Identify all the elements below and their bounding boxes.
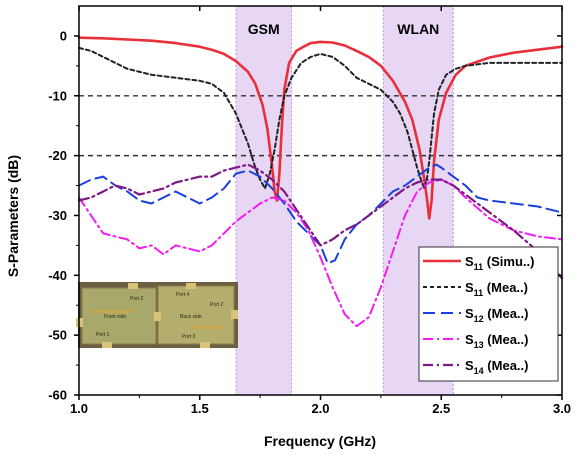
photo-connector xyxy=(200,342,210,348)
data-series xyxy=(77,36,564,328)
x-tick-label: 2.5 xyxy=(432,401,450,416)
y-tick-label: -40 xyxy=(48,268,67,283)
legend-label: S11 (Mea..) xyxy=(465,280,528,298)
y-tick-label: -60 xyxy=(48,388,67,403)
y-tick-label: -50 xyxy=(48,328,67,343)
legend-label: S14 (Mea..) xyxy=(465,358,528,376)
y-axis-title: S-Parameters (dB) xyxy=(5,155,21,277)
series-line xyxy=(78,178,563,328)
photo-label: Port 4 xyxy=(176,292,190,298)
legend: S11 (Simu..) S11 (Mea..) S12 (Mea..) S13 (M… xyxy=(418,246,559,382)
photo-board-back xyxy=(157,285,235,345)
device-photo-inset: Front side Port 1 Port 2 Back side Port … xyxy=(76,282,238,348)
x-tick-label: 3.0 xyxy=(553,401,571,416)
series-line xyxy=(78,46,563,190)
axes: 1.0 1.5 2.0 2.5 3.0 0 -10 -20 -30 -40 -50 -60 xyxy=(48,5,571,416)
photo-label: Port 1 xyxy=(96,332,110,338)
x-tick-label: 1.5 xyxy=(191,401,209,416)
reference-lines xyxy=(79,95,562,157)
legend-label: S13 (Mea..) xyxy=(465,332,528,350)
series-line xyxy=(78,163,563,265)
photo-label: Port 2 xyxy=(210,302,224,308)
series-line xyxy=(77,36,564,220)
photo-connector xyxy=(128,283,138,289)
photo-connector xyxy=(231,310,238,319)
legend-label: S11 (Simu..) xyxy=(465,254,534,272)
photo-trace xyxy=(92,310,132,313)
photo-label: Port 3 xyxy=(182,334,196,340)
band-label: WLAN xyxy=(397,21,439,37)
photo-board-front xyxy=(81,287,157,345)
series-line xyxy=(77,163,564,280)
y-tick-label: -20 xyxy=(48,148,67,163)
x-tick-label: 1.0 xyxy=(70,401,88,416)
photo-connector xyxy=(186,283,196,289)
y-tick-label: -30 xyxy=(48,208,67,223)
x-tick-label: 2.0 xyxy=(311,401,329,416)
legend-label: S12 (Mea..) xyxy=(465,306,528,324)
y-tick-label: -10 xyxy=(48,88,67,103)
photo-label: Front side xyxy=(104,314,126,320)
photo-label: Back side xyxy=(180,314,202,320)
photo-trace xyxy=(190,326,224,329)
photo-connector xyxy=(102,342,112,348)
band-label: GSM xyxy=(248,21,280,37)
y-tick-label: 0 xyxy=(60,28,67,43)
photo-label: Port 2 xyxy=(130,296,144,302)
x-axis-title: Frequency (GHz) xyxy=(264,433,376,449)
photo-connector xyxy=(154,312,161,321)
